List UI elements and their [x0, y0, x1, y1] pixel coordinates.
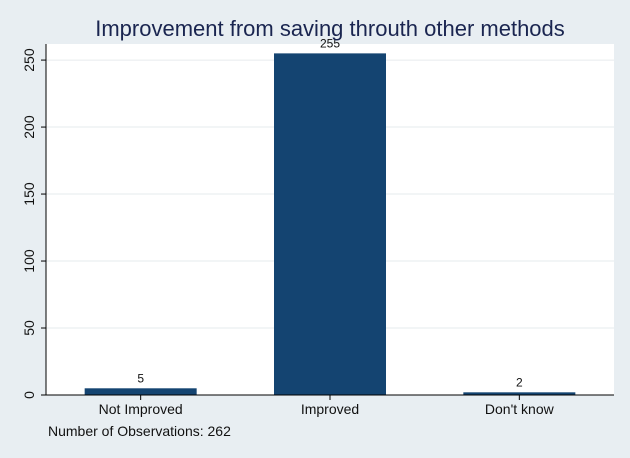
y-tick-label: 200	[21, 115, 37, 139]
y-tick-label: 250	[21, 48, 37, 72]
y-tick-label: 150	[21, 182, 37, 206]
bar-value-label: 2	[516, 375, 523, 389]
y-tick-label: 100	[21, 249, 37, 273]
x-axis-ticks: Not Improved Improved Don't know	[99, 395, 555, 417]
bar	[274, 53, 386, 395]
bar-value-label: 255	[320, 36, 340, 50]
x-tick-label: Don't know	[485, 401, 555, 417]
y-tick-label: 0	[21, 391, 37, 399]
bars: 5 255 2	[84, 36, 576, 395]
x-tick-label: Improved	[301, 401, 359, 417]
observations-note: Number of Observations: 262	[48, 423, 231, 439]
chart-title: Improvement from saving throuth other me…	[95, 16, 565, 41]
y-tick-label: 50	[21, 320, 37, 336]
bar-value-label: 5	[137, 371, 144, 385]
x-tick-label: Not Improved	[99, 401, 183, 417]
y-axis-ticks: 0 50 100 150 200 250	[21, 48, 46, 399]
bar	[84, 388, 197, 395]
bar	[463, 392, 576, 395]
